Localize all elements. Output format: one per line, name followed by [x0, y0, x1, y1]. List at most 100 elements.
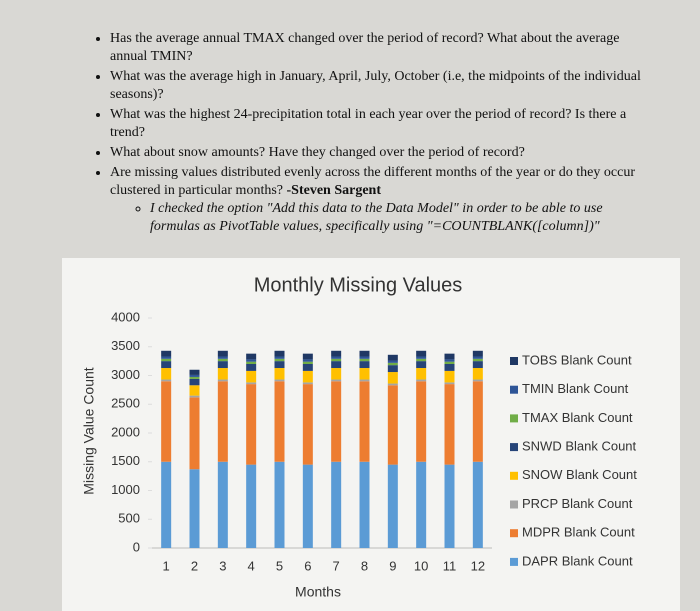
bar-segment — [472, 358, 483, 362]
bar-segment — [472, 350, 483, 357]
legend-swatch — [510, 357, 518, 365]
bar-segment — [189, 385, 200, 396]
bar-segment — [161, 381, 172, 462]
bar-segment — [161, 350, 172, 357]
legend-label: SNOW Blank Count — [522, 467, 637, 482]
legend-swatch — [510, 471, 518, 480]
bar-segment — [189, 376, 200, 379]
legend-label: DAPR Blank Count — [522, 553, 633, 568]
bar-segment — [161, 358, 172, 362]
bar-segment — [472, 368, 483, 380]
bar-segment — [302, 382, 313, 385]
bar-segment — [331, 368, 342, 380]
bar-segment — [472, 356, 483, 359]
bar-segment — [331, 350, 342, 357]
bullet: What was the highest 24-precipitation to… — [110, 106, 650, 142]
bullet-text: Are missing values distributed evenly ac… — [110, 165, 635, 198]
x-tick-label: 4 — [248, 558, 255, 573]
bar-segment — [331, 379, 342, 382]
bar-segment — [359, 358, 370, 362]
bar-segment — [161, 356, 172, 359]
bar-segment — [444, 384, 455, 465]
bar-segment — [246, 382, 257, 385]
y-tick-label: 1000 — [111, 482, 140, 497]
bar-segment — [444, 370, 455, 383]
bar-segment — [302, 370, 313, 383]
bar-segment — [472, 381, 483, 462]
bar-segment — [189, 378, 200, 386]
x-tick-label: 7 — [333, 558, 340, 573]
bar-segment — [217, 461, 228, 548]
bar-segment — [387, 385, 398, 465]
bar-segment — [416, 356, 427, 359]
bar-segment — [472, 379, 483, 382]
bullet: What was the average high in January, Ap… — [110, 68, 650, 104]
bar-segment — [359, 381, 370, 462]
x-tick-label: 2 — [191, 558, 198, 573]
bar-segment — [444, 464, 455, 548]
x-tick-label: 6 — [304, 558, 311, 573]
bar-segment — [189, 469, 200, 548]
bar-segment — [387, 360, 398, 363]
bar-segment — [302, 353, 313, 360]
bar-segment — [472, 361, 483, 369]
y-tick-label: 1500 — [111, 453, 140, 468]
bar-segment — [387, 365, 398, 373]
x-tick-label: 5 — [276, 558, 283, 573]
x-axis-title: Months — [295, 584, 341, 600]
bar-segment — [359, 361, 370, 369]
x-tick-label: 1 — [163, 558, 170, 573]
legend-swatch — [510, 414, 518, 423]
bar-segment — [274, 361, 285, 369]
chart: Monthly Missing Values Missing Value Cou… — [62, 258, 680, 611]
bar-segment — [189, 369, 200, 375]
bar-segment — [302, 464, 313, 548]
chart-title: Monthly Missing Values — [254, 274, 463, 296]
legend-label: TMIN Blank Count — [522, 381, 629, 396]
bar-segment — [444, 361, 455, 364]
bullet: Are missing values distributed evenly ac… — [110, 164, 650, 236]
legend-swatch — [510, 529, 518, 538]
bar-segment — [246, 361, 257, 364]
legend-swatch — [510, 443, 518, 452]
y-tick-label: 3000 — [111, 367, 140, 382]
bar-segment — [217, 358, 228, 362]
legend-swatch — [510, 500, 518, 509]
y-axis-title: Missing Value Count — [81, 367, 97, 494]
bar-segment — [416, 461, 427, 548]
bar-segment — [444, 364, 455, 371]
bar-segment — [359, 379, 370, 382]
legend-label: TMAX Blank Count — [522, 410, 633, 425]
document: Has the average annual TMAX changed over… — [80, 30, 650, 238]
bar-segment — [246, 370, 257, 383]
bar-segment — [416, 350, 427, 357]
bar-segment — [274, 381, 285, 462]
legend-swatch — [510, 557, 518, 566]
x-tick-label: 3 — [219, 558, 226, 573]
bar-segment — [246, 384, 257, 465]
legend-label: PRCP Blank Count — [522, 496, 633, 511]
bar-segment — [444, 353, 455, 360]
bar-segment — [331, 381, 342, 462]
bar-segment — [444, 359, 455, 362]
bar-segment — [302, 364, 313, 371]
bullet: Has the average annual TMAX changed over… — [110, 30, 650, 66]
bar-segment — [246, 364, 257, 371]
x-tick-label: 8 — [361, 558, 368, 573]
bar-segment — [331, 356, 342, 359]
y-tick-label: 2500 — [111, 396, 140, 411]
y-tick-label: 4000 — [111, 309, 140, 324]
bar-segment — [217, 361, 228, 369]
bar-segment — [302, 361, 313, 364]
bar-segment — [387, 383, 398, 386]
bar-segment — [274, 356, 285, 359]
bar-segment — [246, 353, 257, 360]
legend-label: TOBS Blank Count — [522, 352, 632, 367]
sub-list: I checked the option "Add this data to t… — [110, 200, 650, 236]
bullet: What about snow amounts? Have they chang… — [110, 144, 650, 162]
bar-segment — [387, 354, 398, 361]
y-tick-label: 0 — [133, 539, 140, 554]
bar-segment — [274, 358, 285, 362]
y-tick-label: 3500 — [111, 338, 140, 353]
